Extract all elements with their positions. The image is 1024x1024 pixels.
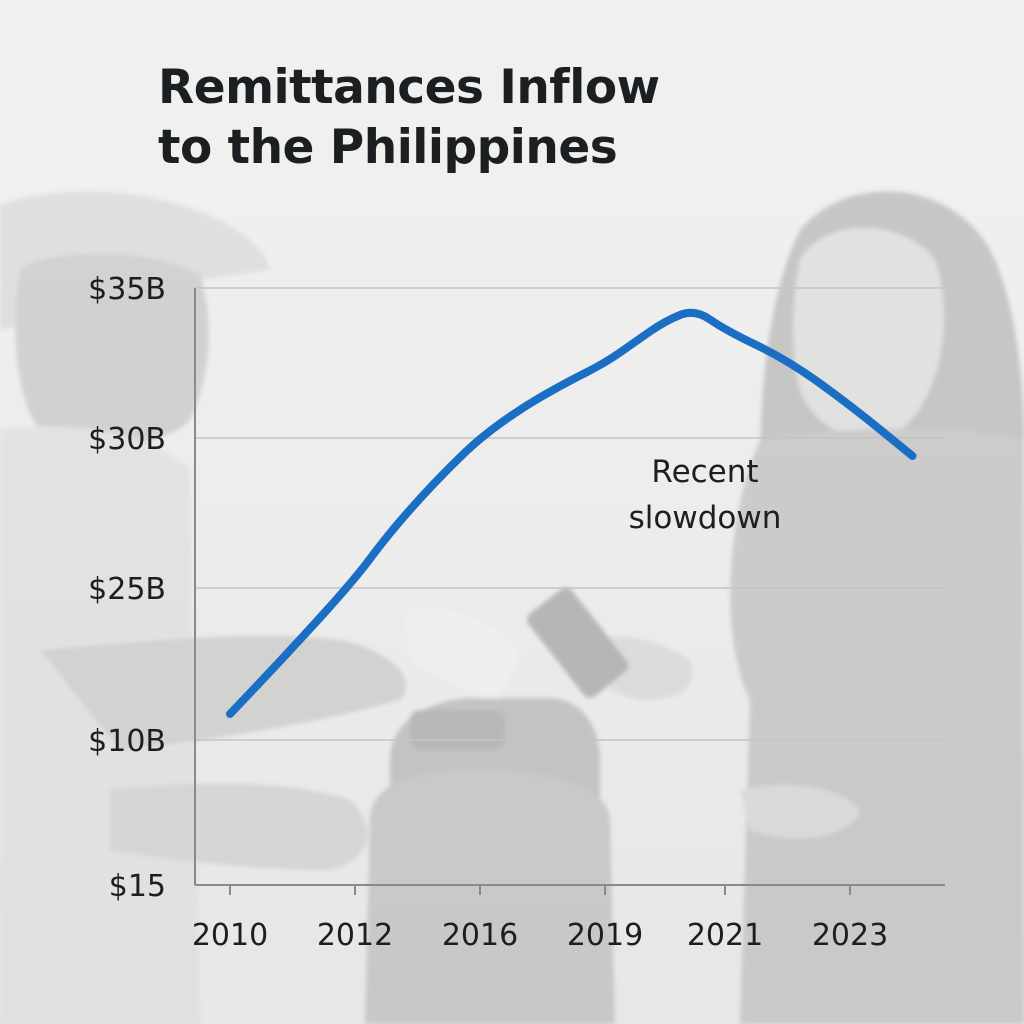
annotation-recent-slowdown: Recent slowdown: [629, 454, 782, 536]
x-tick-label: 2019: [567, 918, 643, 953]
y-tick-label: $35B: [88, 272, 166, 307]
y-tick-label: $10B: [88, 724, 166, 759]
annotation-line: slowdown: [629, 500, 782, 536]
payment-terminal: [365, 698, 615, 1024]
y-tick-label: $30B: [88, 422, 166, 457]
annotation-line: Recent: [651, 454, 758, 490]
x-tick-label: 2010: [192, 918, 268, 953]
y-tick-label: $15: [109, 869, 166, 904]
y-tick-label: $25B: [88, 572, 166, 607]
man-figure: [0, 191, 407, 1024]
woman-figure: [527, 191, 1024, 1024]
x-tick-label: 2021: [687, 918, 763, 953]
x-tick-label: 2012: [317, 918, 393, 953]
series-line: [226, 308, 917, 718]
chart-title: Remittances Inflow to the Philippines: [158, 60, 660, 175]
x-tick-label: 2023: [812, 918, 888, 953]
x-tick-label: 2016: [442, 918, 518, 953]
